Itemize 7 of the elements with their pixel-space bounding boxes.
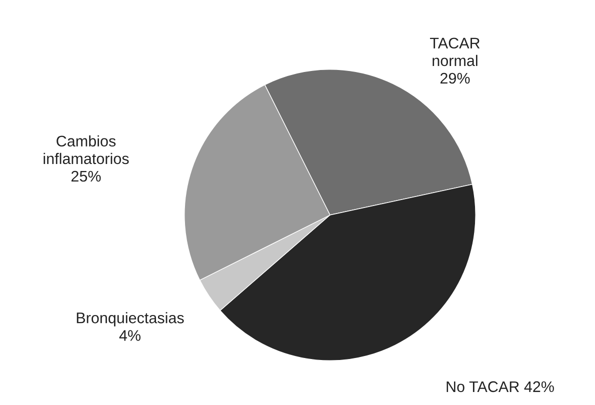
slice-label: Cambios inflamatorios — [44, 135, 129, 164]
slice-label: Bronquiectasias — [76, 312, 184, 326]
data-label: 29% — [440, 72, 470, 84]
data-label: 4% — [119, 330, 140, 341]
slice-label: No TACAR 42% — [446, 381, 554, 392]
slice-label: TACAR normal — [430, 38, 480, 66]
data-label: 25% — [71, 170, 101, 182]
